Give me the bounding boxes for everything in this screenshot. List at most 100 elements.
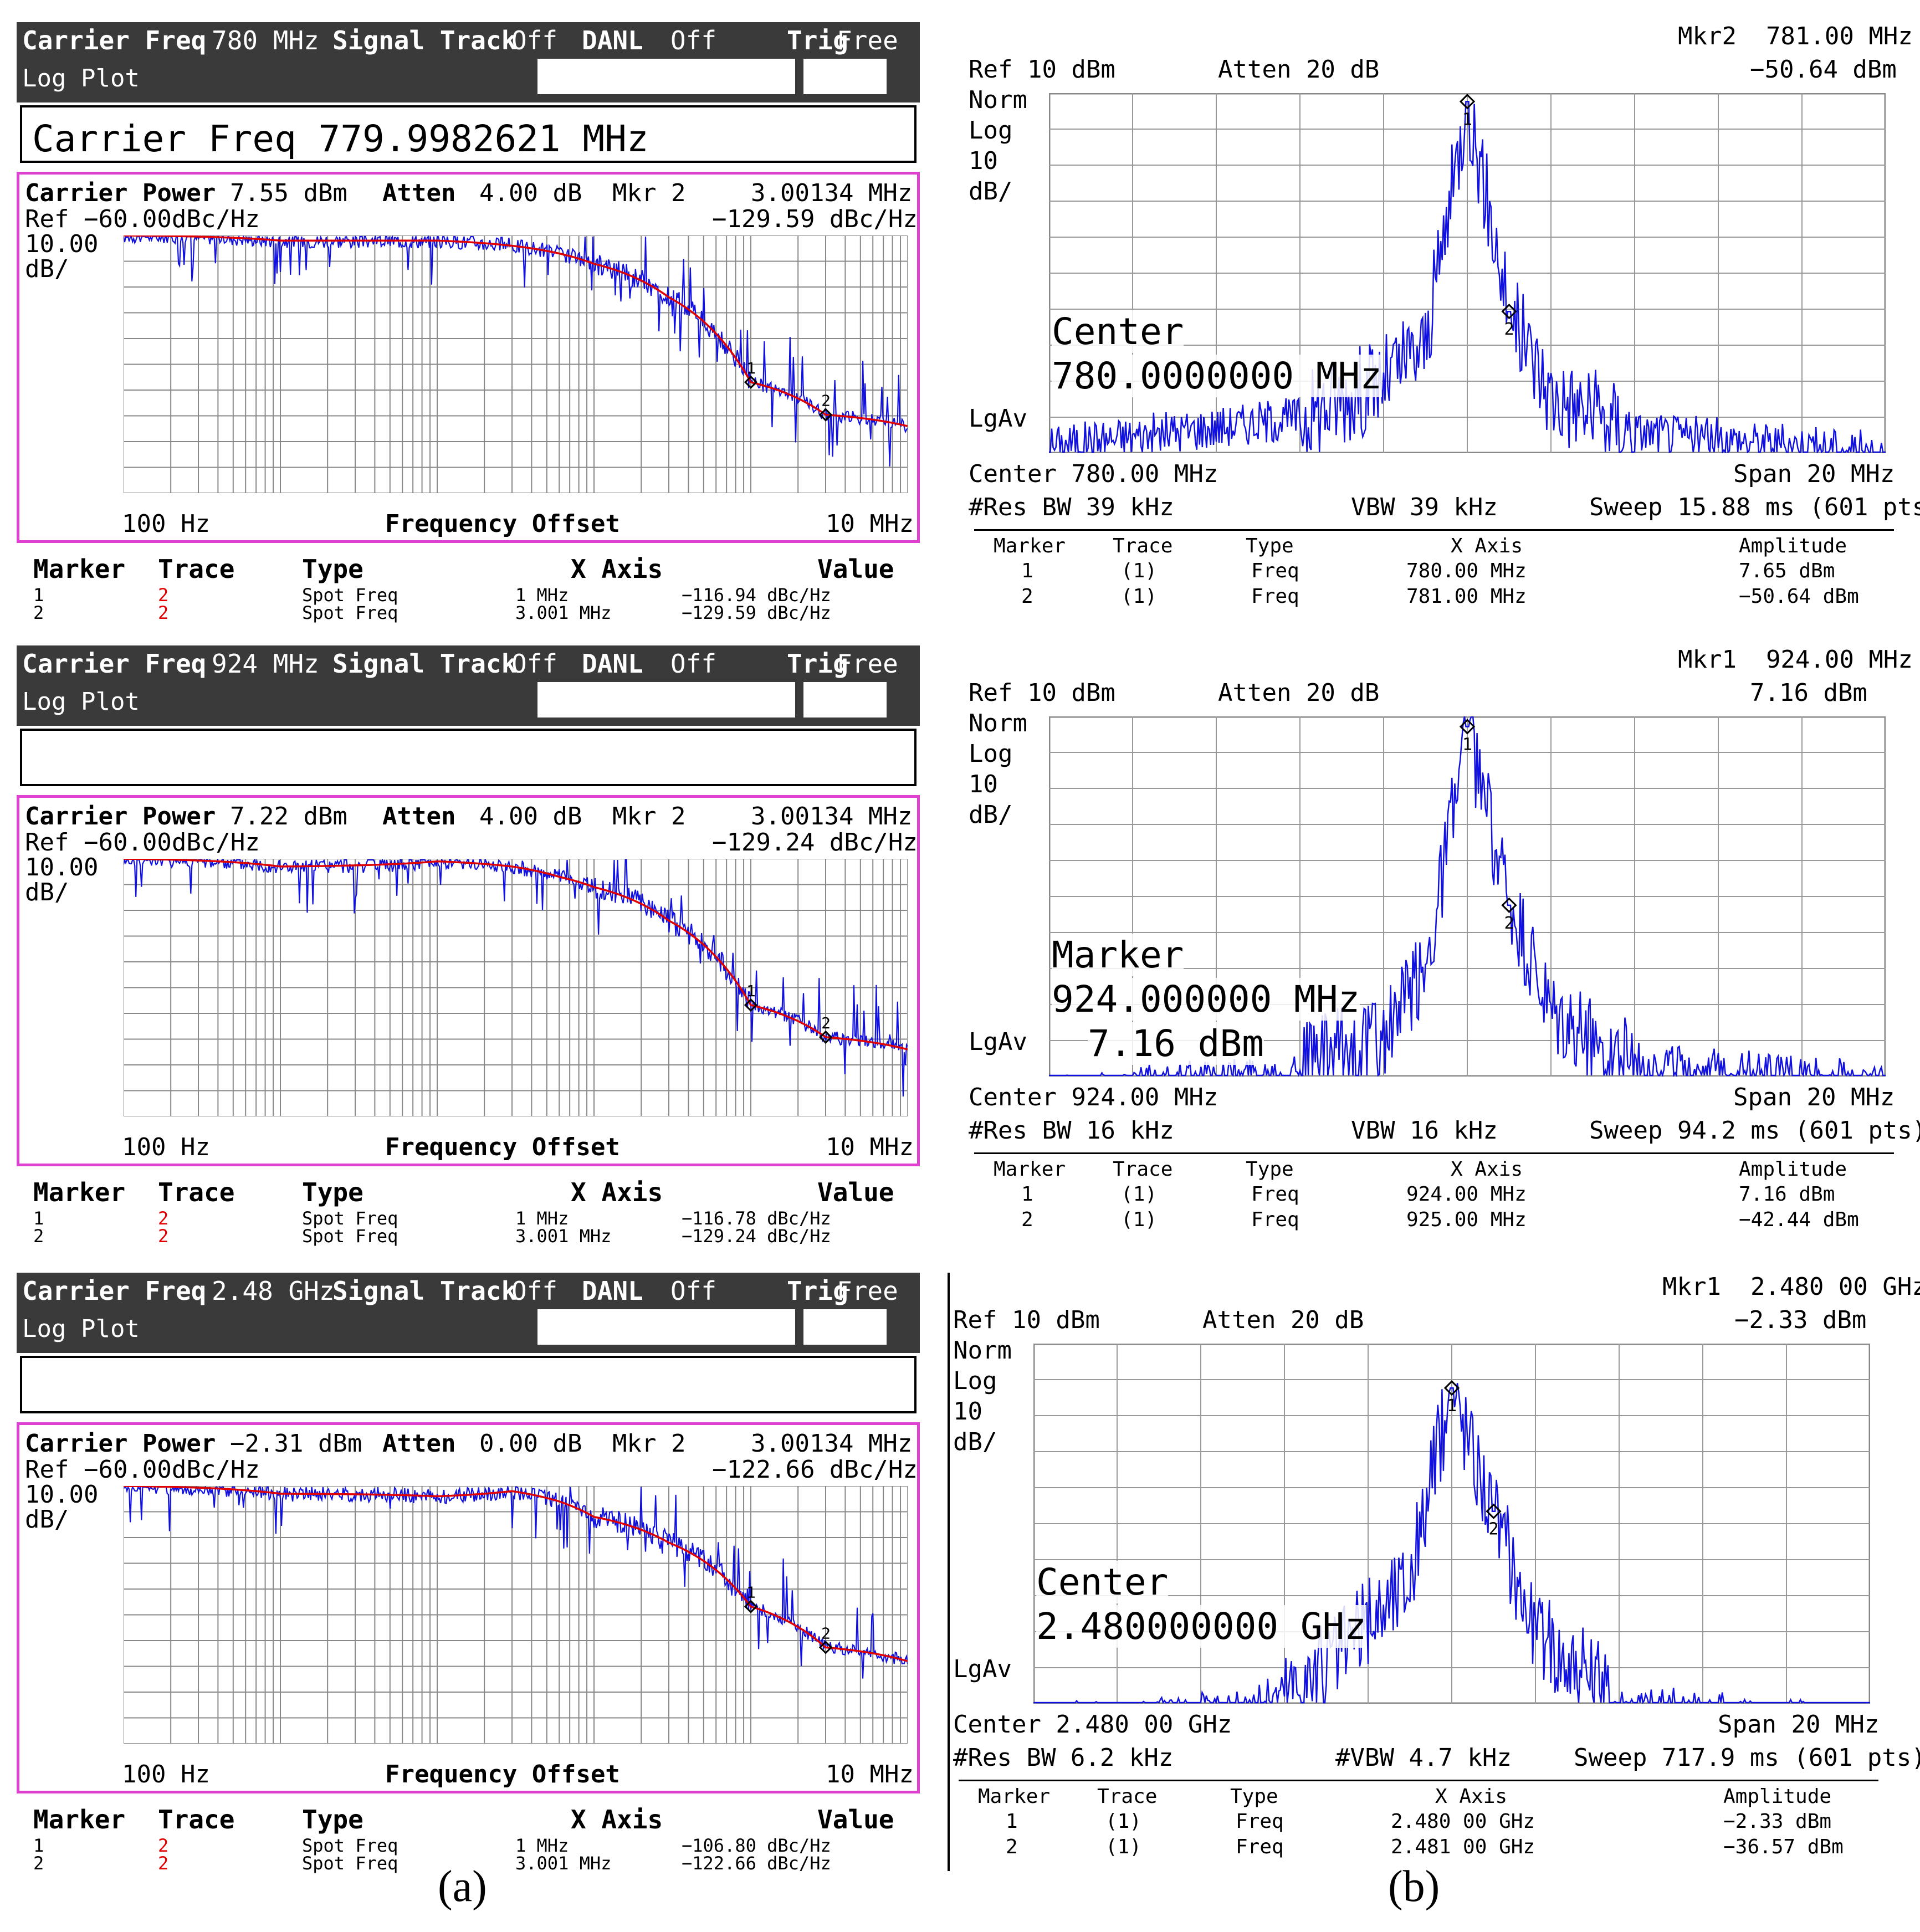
phase-noise-panel: Carrier Freq 924 MHz Signal Track Off DANL Of…: [17, 645, 920, 1247]
col-type: Type: [1230, 1785, 1278, 1808]
danl-label: DANL: [582, 25, 643, 55]
col-marker: Marker: [978, 1785, 1051, 1808]
table-row: 2 (1) Freq 925.00 MHz −42.44 dBm: [963, 1208, 1905, 1233]
scale-value: 10.00: [25, 853, 99, 882]
overlay-label-2: 2.480000000 GHz: [1036, 1605, 1367, 1648]
row-x: 924.00 MHz: [1406, 1183, 1527, 1206]
row-marker: 2: [33, 602, 44, 623]
trace-1: [1049, 101, 1886, 453]
col-marker: Marker: [33, 1177, 126, 1207]
marker-2: [1501, 897, 1517, 913]
trace-1: [1033, 1383, 1870, 1704]
lgav-label: LgAv: [969, 1028, 1027, 1056]
freq-readout: Carrier Freq 779.9982621 MHz: [32, 117, 649, 160]
panel-border: [948, 1273, 950, 1871]
grid: [124, 235, 908, 493]
row-type: Freq: [1236, 1810, 1284, 1833]
col-marker: Marker: [994, 1158, 1066, 1181]
marker-table: Marker Trace Type X Axis Amplitude 1 (1) Freq 78…: [963, 529, 1905, 618]
softkey-box[interactable]: [803, 59, 887, 94]
marker-2: [1486, 1503, 1502, 1519]
vbw: #VBW 4.7 kHz: [1335, 1744, 1512, 1772]
vbw: VBW 39 kHz: [1351, 493, 1498, 521]
row-type: Freq: [1251, 1208, 1299, 1231]
row-amp: −36.57 dBm: [1723, 1836, 1844, 1858]
row-value: −129.24 dBc/Hz: [682, 1226, 831, 1247]
row-trace: (1): [1121, 1208, 1158, 1231]
spectrum-chart: 12: [1033, 1344, 1870, 1704]
marker-1: [1459, 719, 1476, 735]
signal-track-label: Signal Track: [332, 1276, 517, 1306]
overlay-label-1: Center: [1052, 310, 1184, 353]
row-trace: (1): [1121, 1183, 1158, 1206]
col-marker: Marker: [33, 554, 126, 584]
x-end-label: 10 MHz: [826, 1760, 914, 1788]
marker-2-label: 2: [821, 1624, 831, 1642]
atten: Atten 20 dB: [1218, 679, 1380, 707]
caption-b: (b): [1388, 1862, 1440, 1911]
marker-1-label: 1: [1462, 110, 1472, 129]
col-trace: Trace: [158, 1805, 235, 1834]
lgav-label: LgAv: [953, 1655, 1012, 1683]
x-end-label: 10 MHz: [826, 1133, 914, 1161]
carrier-freq-label: Carrier Freq: [22, 1276, 207, 1306]
row-x: 1 MHz: [515, 585, 569, 606]
atten: Atten 20 dB: [1218, 55, 1380, 84]
col-x-axis: X Axis: [1435, 1785, 1508, 1808]
softkey-box[interactable]: [537, 59, 795, 94]
carrier-power-value: 7.55 dBm: [230, 179, 347, 207]
col-value: Value: [817, 1177, 894, 1207]
row-value: −129.59 dBc/Hz: [682, 602, 831, 623]
table-row: 2 2 Spot Freq 3.001 MHz −129.59 dBc/Hz: [17, 602, 920, 623]
danl-label: DANL: [582, 1276, 643, 1306]
atten-label: Atten: [382, 179, 456, 207]
norm-label: Norm: [953, 1336, 1012, 1365]
signal-track-value: Off: [511, 25, 558, 55]
span: Span 20 MHz: [1733, 460, 1895, 488]
marker-label: Mkr 2: [612, 1429, 686, 1458]
row-amp: 7.16 dBm: [1739, 1183, 1835, 1206]
row-type: Freq: [1251, 1183, 1299, 1206]
marker-1: [744, 998, 758, 1012]
overlay-label-1: Marker: [1052, 934, 1184, 976]
phase-noise-plot-frame: Carrier Power 7.55 dBm Atten 4.00 dB Mkr 2 3.…: [17, 172, 920, 543]
row-x: 1 MHz: [515, 1208, 569, 1229]
row-x: 3.001 MHz: [515, 1853, 612, 1874]
softkey-box[interactable]: [537, 1309, 795, 1345]
log-label: Log: [953, 1367, 997, 1395]
col-amplitude: Amplitude: [1739, 535, 1847, 557]
atten-label: Atten: [382, 802, 456, 831]
grid: [124, 859, 908, 1116]
row-marker: 2: [1006, 1836, 1018, 1858]
table-row: 1 (1) Freq 924.00 MHz 7.16 dBm: [963, 1183, 1905, 1207]
softkey-box[interactable]: [803, 682, 887, 718]
carrier-power-label: Carrier Power: [25, 1429, 216, 1458]
spectrum-panel: Mkr2 781.00 MHz Ref 10 dBm Atten 20 dB −50.…: [963, 22, 1920, 621]
phase-noise-plot-frame: Carrier Power 7.22 dBm Atten 4.00 dB Mkr 2 3.…: [17, 795, 920, 1166]
trace-2: [124, 235, 908, 467]
row-marker: 1: [1021, 1183, 1033, 1206]
danl-value: Off: [670, 1276, 717, 1306]
center-freq: Center 924.00 MHz: [969, 1083, 1218, 1111]
col-amplitude: Amplitude: [1723, 1785, 1832, 1808]
freq-readout-box: [20, 729, 917, 786]
marker-1: [1459, 94, 1476, 110]
softkey-box[interactable]: [537, 682, 795, 718]
trig-label: Trig: [787, 25, 848, 55]
row-type: Spot Freq: [302, 1226, 398, 1247]
marker-x-value: 3.00134 MHz: [751, 802, 913, 831]
softkey-box[interactable]: [803, 1309, 887, 1345]
vbw: VBW 16 kHz: [1351, 1116, 1498, 1145]
marker-y-value: −122.66 dBc/Hz: [712, 1456, 918, 1484]
phase-noise-chart: 12: [124, 859, 908, 1116]
x-end-label: 10 MHz: [826, 510, 914, 538]
marker-readout-freq: Mkr2 781.00 MHz: [1678, 22, 1913, 50]
freq-readout-box: [20, 1356, 917, 1413]
row-x: 2.480 00 GHz: [1391, 1810, 1535, 1833]
overlay-label-2: 780.0000000 MHz: [1052, 355, 1383, 397]
carrier-power-value: −2.31 dBm: [230, 1429, 362, 1458]
marker-2-label: 2: [1504, 320, 1514, 339]
col-value: Value: [817, 1805, 894, 1834]
row-trace: 2: [158, 1226, 169, 1247]
row-type: Spot Freq: [302, 1835, 398, 1856]
